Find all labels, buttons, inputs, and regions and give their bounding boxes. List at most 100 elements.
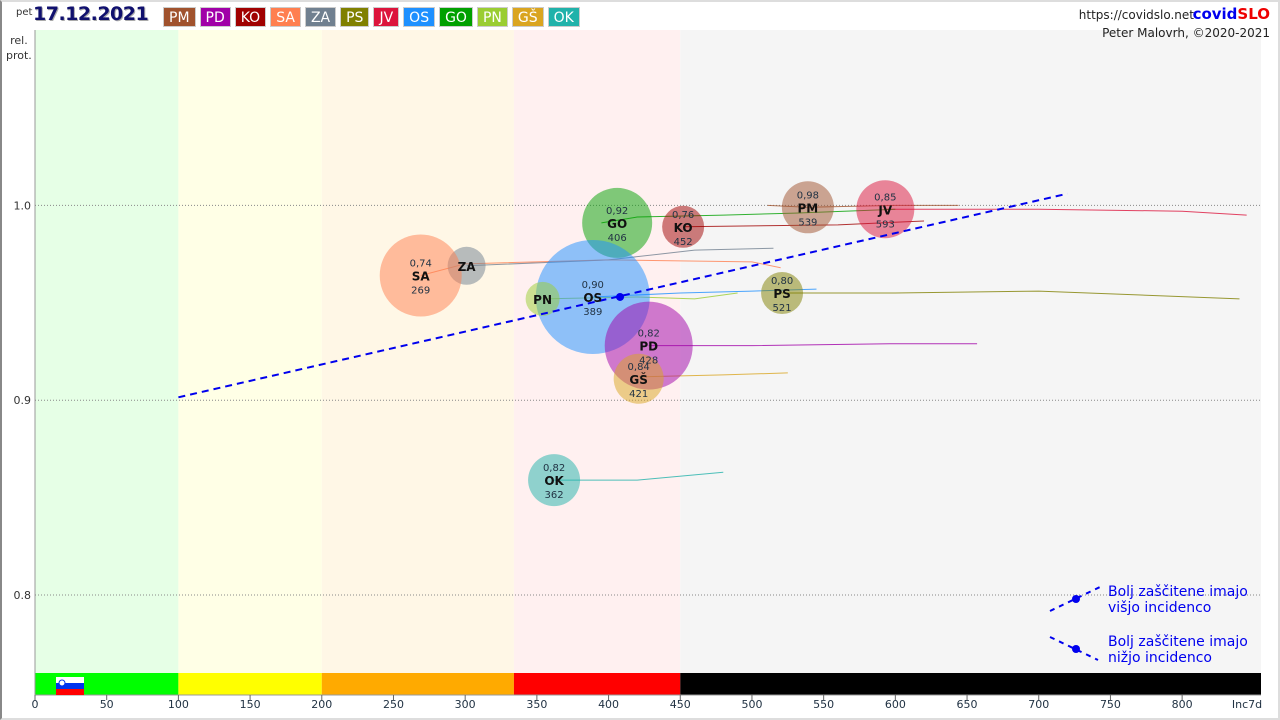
region-chip-6[interactable]: JV	[373, 7, 400, 27]
region-chip-11[interactable]: OK	[547, 7, 580, 27]
region-chip-8[interactable]: GO	[439, 7, 473, 27]
band-bar-3	[513, 673, 681, 695]
bubble-incidence-3: 452	[674, 237, 693, 248]
x-tick-label-8: 400	[598, 698, 619, 711]
trail-11	[554, 471, 724, 481]
trend-mean-point	[616, 292, 625, 301]
y-axis-label-line1: rel.	[10, 34, 28, 47]
y-tick-label-1: 0.9	[14, 394, 32, 407]
legend-down-dot-icon	[1072, 645, 1080, 653]
brand-part-slo: SLO	[1237, 5, 1270, 23]
bubble-label-7: PN	[533, 293, 552, 307]
bubble-value-1: 0,85	[874, 192, 896, 203]
x-tick-label-2: 100	[168, 698, 189, 711]
bubble-label-4: ZA	[458, 260, 477, 274]
bubble-7	[525, 281, 560, 316]
bubble-label-1: JV	[877, 203, 892, 217]
band-bar-4	[680, 673, 1261, 695]
bubble-label-8: PS	[773, 287, 790, 301]
brand-part-covid: covid	[1192, 5, 1238, 23]
flag-coat-of-arms-icon	[58, 679, 66, 687]
bubble-value-2: 0,92	[606, 206, 628, 217]
region-chip-0[interactable]: PM	[163, 7, 196, 27]
bubble-5	[379, 234, 462, 317]
trail-9	[648, 343, 978, 347]
band-bg-0	[35, 30, 179, 673]
bubble-label-2: GO	[607, 217, 627, 231]
bubble-incidence-8: 521	[773, 303, 792, 314]
band-bg-1	[178, 30, 322, 673]
bubble-incidence-10: 421	[629, 389, 648, 400]
x-axis-label: Inc7d	[1232, 698, 1262, 711]
bubble-11	[528, 454, 581, 507]
y-tick-label-0: 0.8	[14, 589, 32, 602]
bubble-incidence-2: 406	[608, 233, 627, 244]
x-tick-label-0: 0	[32, 698, 39, 711]
bubble-label-5: SA	[412, 270, 431, 284]
brand-logo: covidSLO	[1193, 5, 1270, 23]
y-axis-label-line2: prot.	[6, 49, 32, 62]
region-chip-9[interactable]: PN	[476, 7, 508, 27]
bubble-value-9: 0,82	[638, 329, 660, 340]
bubble-incidence-5: 269	[411, 286, 430, 297]
flag-blue	[56, 683, 84, 689]
y-tick-label-2: 1.0	[14, 199, 32, 212]
legend-down-line2: nižjo incidenco	[1108, 650, 1213, 666]
x-tick-label-6: 300	[455, 698, 476, 711]
x-tick-label-4: 200	[311, 698, 332, 711]
bubble-value-10: 0,84	[628, 362, 650, 373]
flag-red	[56, 689, 84, 695]
x-tick-label-3: 150	[240, 698, 261, 711]
bubble-value-11: 0,82	[543, 463, 565, 474]
bubble-incidence-0: 539	[798, 217, 817, 228]
band-bar-2	[321, 673, 514, 695]
bubble-0	[781, 181, 834, 234]
date-title: 17.12.2021	[33, 3, 149, 25]
x-tick-label-1: 50	[100, 698, 114, 711]
bubble-incidence-1: 593	[876, 219, 895, 230]
legend-down-line1: Bolj zaščitene imajo	[1108, 634, 1248, 650]
band-bar-1	[178, 673, 322, 695]
flag-white	[56, 677, 84, 683]
site-url[interactable]: https://covidslo.net	[1078, 8, 1194, 22]
bubble-label-11: OK	[544, 474, 564, 488]
legend-lower-incidence: Bolj zaščitene imajo nižjo incidenco	[1108, 634, 1248, 666]
region-chip-10[interactable]: GŠ	[511, 7, 544, 27]
bubble-label-10: GŠ	[629, 372, 648, 387]
bubble-8	[761, 272, 804, 315]
region-chip-7[interactable]: OS	[403, 7, 436, 27]
bubble-value-0: 0,98	[797, 190, 819, 201]
region-chip-3[interactable]: SA	[270, 7, 301, 27]
bubble-incidence-6: 389	[583, 307, 602, 318]
bubble-3	[662, 205, 705, 248]
region-chips: PM PD KO SA ZA PS JV OS GO PN GŠ OK	[163, 7, 580, 27]
bubble-label-6: OS	[583, 291, 602, 305]
region-chip-1[interactable]: PD	[199, 7, 231, 27]
band-bg-4	[680, 30, 1261, 673]
x-tick-label-13: 650	[957, 698, 978, 711]
weekday: pet	[16, 7, 33, 18]
bubble-value-6: 0,90	[582, 280, 604, 291]
author-credit: Peter Malovrh, ©2020-2021	[1102, 26, 1270, 40]
region-chip-4[interactable]: ZA	[304, 7, 337, 27]
trail-4	[466, 247, 774, 267]
x-tick-label-7: 350	[526, 698, 547, 711]
legend-up-line2: višjo incidenco	[1108, 600, 1212, 616]
bubble-value-5: 0,74	[410, 259, 432, 270]
legend-up-dot-icon	[1072, 595, 1080, 603]
region-chip-2[interactable]: KO	[234, 7, 267, 27]
region-chip-5[interactable]: PS	[340, 7, 370, 27]
bubble-label-3: KO	[674, 221, 693, 235]
x-tick-label-16: 800	[1172, 698, 1193, 711]
x-tick-label-9: 450	[670, 698, 691, 711]
x-tick-label-15: 750	[1100, 698, 1121, 711]
trail-8	[782, 290, 1240, 300]
band-bg-2	[321, 30, 514, 673]
legend-higher-incidence: Bolj zaščitene imajo višjo incidenco	[1108, 584, 1248, 616]
bubble-label-9: PD	[639, 340, 658, 354]
trail-1	[885, 208, 1247, 216]
bubble-label-0: PM	[798, 201, 819, 215]
bubble-incidence-9: 428	[639, 356, 658, 367]
x-tick-label-12: 600	[885, 698, 906, 711]
